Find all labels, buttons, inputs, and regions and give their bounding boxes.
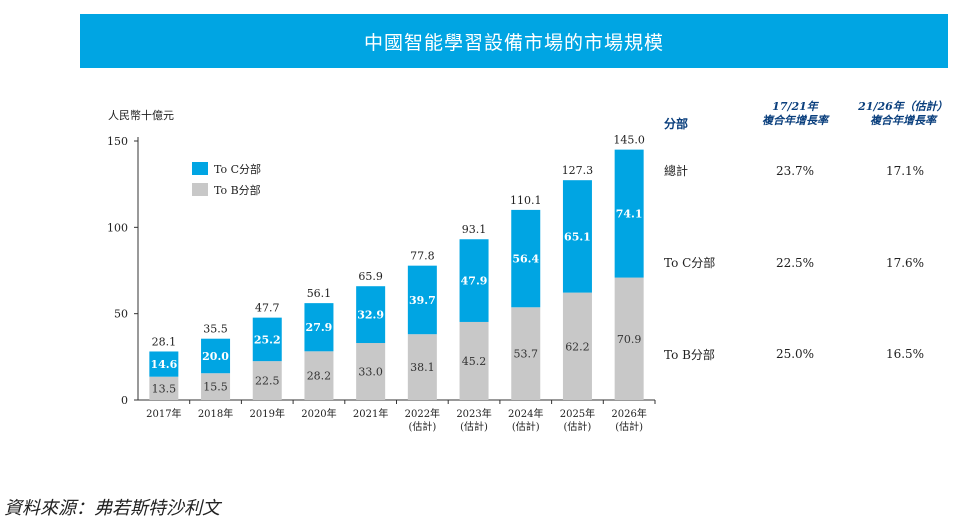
x-category-label: 2018年 xyxy=(198,407,233,420)
cagr-1-period: 17/21年 xyxy=(772,100,818,113)
table-row-label-tob: To B分部 xyxy=(664,348,715,362)
bar-toc-value-label: 32.9 xyxy=(357,309,384,322)
x-category-label: 2021年 xyxy=(353,407,388,420)
bar-toc-value-label: 27.9 xyxy=(306,321,333,334)
table-header-cagr-2: 21/26年（估計） 複合年增長率 xyxy=(848,100,958,128)
bar-toc-segment xyxy=(614,149,644,278)
x-category-label: 2026年 xyxy=(611,407,646,420)
bar-toc-segment xyxy=(356,286,386,344)
bar-toc-value-label: 47.9 xyxy=(461,275,488,288)
bar-toc-value-label: 65.1 xyxy=(564,230,591,243)
legend-swatch xyxy=(192,183,208,196)
bar-tob-value-label: 15.5 xyxy=(203,381,228,394)
x-category-label: 2022年 xyxy=(405,407,440,420)
cagr-2-label: 複合年增長率 xyxy=(870,114,936,127)
bar-total-label: 28.1 xyxy=(152,335,177,348)
bar-toc-segment xyxy=(252,317,282,362)
bar-tob-segment xyxy=(149,376,179,400)
chart-title-banner: 中國智能學習設備市場的市場規模 xyxy=(80,14,948,68)
bar-tob-value-label: 28.2 xyxy=(307,370,332,383)
cagr-1-label: 複合年增長率 xyxy=(762,114,828,127)
bar-tob-value-label: 38.1 xyxy=(410,361,435,374)
bar-tob-segment xyxy=(562,292,592,400)
legend-label: To B分部 xyxy=(214,183,261,197)
bar-toc-value-label: 74.1 xyxy=(616,208,643,221)
bar-toc-segment xyxy=(407,265,437,335)
table-row-toc-cagr-2: 17.6% xyxy=(885,256,925,270)
bar-toc-segment xyxy=(201,338,231,374)
x-category-label: 2017年 xyxy=(146,407,181,420)
y-axis-label: 人民幣十億元 xyxy=(108,108,174,122)
x-category-label: 2024年 xyxy=(508,407,543,420)
bar-tob-value-label: 70.9 xyxy=(617,333,642,346)
y-tick-label: 100 xyxy=(107,221,128,234)
table-row-tob-cagr-2: 16.5% xyxy=(885,347,925,361)
bar-total-label: 47.7 xyxy=(255,302,280,315)
y-tick-label: 50 xyxy=(114,308,128,321)
y-tick-label: 150 xyxy=(107,135,128,148)
x-category-label: 2025年 xyxy=(560,407,595,420)
table-row-total-cagr-2: 17.1% xyxy=(885,164,925,178)
chart-title: 中國智能學習設備市場的市場規模 xyxy=(363,31,664,54)
bar-total-label: 65.9 xyxy=(358,270,383,283)
bar-toc-value-label: 56.4 xyxy=(512,253,539,266)
legend-swatch xyxy=(192,162,208,175)
bar-toc-value-label: 25.2 xyxy=(254,333,281,346)
bar-tob-value-label: 45.2 xyxy=(462,355,487,368)
bar-toc-value-label: 20.0 xyxy=(202,350,229,363)
bar-tob-segment xyxy=(407,334,437,400)
bar-toc-segment xyxy=(562,180,592,293)
bar-tob-segment xyxy=(201,373,231,400)
bar-total-label: 110.1 xyxy=(510,194,542,207)
x-category-label: 2023年 xyxy=(456,407,491,420)
bar-toc-value-label: 14.6 xyxy=(150,358,177,371)
bar-tob-segment xyxy=(304,351,334,400)
bar-toc-segment xyxy=(304,303,334,352)
bar-total-label: 127.3 xyxy=(562,164,594,177)
bar-toc-segment xyxy=(149,351,179,377)
table-row-label-total: 總計 xyxy=(664,164,689,178)
bar-total-label: 93.1 xyxy=(462,223,487,236)
table-row-label-toc: To C分部 xyxy=(664,256,716,270)
x-category-sublabel: (估計) xyxy=(564,420,592,433)
bar-toc-segment xyxy=(459,239,489,322)
x-category-sublabel: (估計) xyxy=(615,420,643,433)
x-category-sublabel: (估計) xyxy=(512,420,540,433)
bar-tob-segment xyxy=(511,307,541,400)
table-row-total-cagr-1: 23.7% xyxy=(775,164,815,178)
bar-tob-segment xyxy=(459,321,489,400)
legend-label: To C分部 xyxy=(214,162,261,176)
bar-tob-segment xyxy=(614,277,644,400)
x-category-label: 2019年 xyxy=(250,407,285,420)
bar-tob-segment xyxy=(252,361,282,400)
bar-total-label: 35.5 xyxy=(203,323,228,336)
bar-toc-value-label: 39.7 xyxy=(409,294,436,307)
bar-toc-segment xyxy=(511,209,541,308)
bar-tob-value-label: 33.0 xyxy=(358,366,383,379)
table-row-toc-cagr-1: 22.5% xyxy=(775,256,815,270)
x-category-sublabel: (估計) xyxy=(460,420,488,433)
bar-tob-value-label: 22.5 xyxy=(255,375,280,388)
y-tick-label: 0 xyxy=(121,394,128,407)
cagr-2-period: 21/26年（估計） xyxy=(858,100,948,113)
x-category-label: 2020年 xyxy=(301,407,336,420)
bar-tob-value-label: 13.5 xyxy=(152,382,177,395)
table-header-segment: 分部 xyxy=(664,117,689,131)
bar-total-label: 56.1 xyxy=(307,287,332,300)
bar-tob-segment xyxy=(356,343,386,400)
bar-total-label: 77.8 xyxy=(410,250,435,263)
bar-total-label: 145.0 xyxy=(613,134,645,147)
table-row-tob-cagr-1: 25.0% xyxy=(775,347,815,361)
x-category-sublabel: (估計) xyxy=(408,420,436,433)
bar-tob-value-label: 53.7 xyxy=(514,348,539,361)
table-header-cagr-1: 17/21年 複合年增長率 xyxy=(740,100,850,128)
source-note: 資料來源：弗若斯特沙利文 xyxy=(4,498,220,519)
bar-tob-value-label: 62.2 xyxy=(565,340,590,353)
